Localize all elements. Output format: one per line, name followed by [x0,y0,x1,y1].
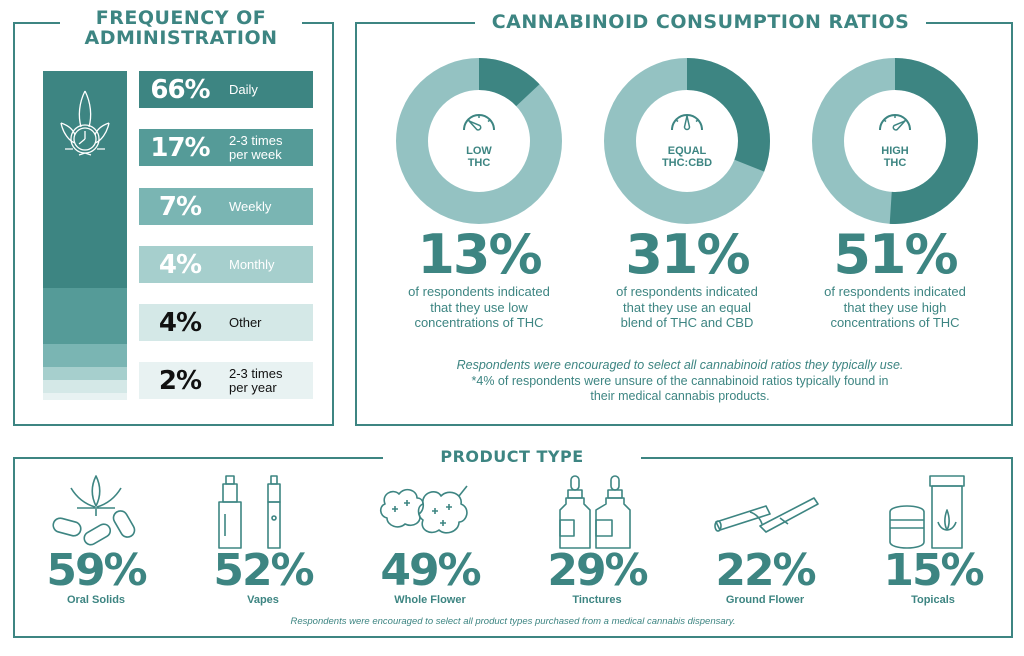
product-item: 15% Topicals [853,474,1013,606]
frequency-label: Monthly [229,256,275,272]
donut-value-arc [812,58,978,224]
product-item: 52% Vapes [183,474,343,606]
ratio-percent: 31% [625,223,750,286]
frequency-row: 66% Daily [139,71,313,108]
ratio-description: of respondents indicated that they use an… [616,284,758,330]
product-note: Respondents were encouraged to select al… [290,616,736,627]
ratio-percent: 51% [833,223,958,286]
ratios-note-line2: *4% of respondents were unsure of the ca… [471,373,889,388]
frequency-percent: 66% [150,74,210,105]
product-item: 49% Whole Flower [350,474,510,606]
product-item: 22% Ground Flower [685,474,845,606]
frequency-stacked-bar [43,71,127,400]
product-percent: 29% [547,545,648,596]
ratio-percent: 13% [417,223,542,286]
ratios-note-line3: their medical cannabis products. [590,389,770,403]
product-label: Ground Flower [725,594,805,606]
frequency-row: 17% 2-3 times per week [139,129,313,166]
product-label: Vapes [247,594,279,606]
product-item: 59% Oral Solids [16,474,176,606]
frequency-percent: 17% [150,132,210,163]
ratio-donut [396,58,562,224]
frequency-label: Daily [229,81,258,97]
frequency-title: FREQUENCY OF ADMINISTRATION [60,8,302,48]
ratio-donut [604,58,770,224]
ratio-item: LOW THC 13% of respondents indicated that … [379,58,579,331]
joint-icon [685,474,845,550]
cannabis-clock-icon [60,90,110,156]
donut-value-arc [604,58,770,224]
stack-segment-6 [43,393,127,400]
ratios-note-line1: Respondents were encouraged to select al… [456,358,904,372]
frequency-row: 2% 2-3 times per year [139,362,313,399]
frequency-row: 4% Monthly [139,246,313,283]
flower-bud-icon [350,474,510,550]
frequency-row: 4% Other [139,304,313,341]
pills-leaf-icon [16,474,176,550]
frequency-label: Weekly [229,198,272,214]
ratio-donut [812,58,978,224]
gauge-icon [671,114,703,131]
product-label: Whole Flower [394,594,466,606]
ratio-description: of respondents indicated that they use lo… [408,284,550,330]
frequency-title-line2: ADMINISTRATION [84,27,278,49]
frequency-percent: 7% [158,191,202,222]
donut-center-label: EQUAL THC:CBD [661,145,713,169]
dropper-bottle-icon [517,474,677,550]
product-percent: 22% [715,545,816,596]
product-label: Topicals [911,594,955,606]
frequency-percent: 2% [158,365,202,396]
frequency-title-line1: FREQUENCY OF [95,7,267,29]
ratios-title: CANNABINOID CONSUMPTION RATIOS [475,11,926,33]
frequency-row: 7% Weekly [139,188,313,225]
product-title: PRODUCT TYPE [383,447,641,466]
ratio-description: of respondents indicated that they use hi… [824,284,966,330]
frequency-label: 2-3 times per year [229,365,283,395]
gauge-icon [463,114,495,131]
stack-segment-5 [43,380,127,394]
vape-pen-icon [183,474,343,550]
frequency-label: 2-3 times per week [229,132,283,162]
product-item: 29% Tinctures [517,474,677,606]
product-percent: 59% [46,545,147,596]
cream-tube-icon [853,474,1013,550]
stack-segment-2 [43,288,127,345]
stack-segment-1 [43,71,127,289]
frequency-label: Other [229,314,262,330]
frequency-percent: 4% [158,307,202,338]
product-percent: 52% [213,545,314,596]
ratios-note: Respondents were encouraged to select al… [400,358,960,405]
frequency-percent: 4% [158,249,202,280]
ratio-item: HIGH THC 51% of respondents indicated that… [795,58,995,331]
donut-center-label: LOW THC [466,145,492,169]
stack-segment-3 [43,344,127,368]
product-percent: 49% [380,545,481,596]
gauge-icon [879,114,911,131]
donut-value-arc [396,58,562,224]
product-label: Oral Solids [66,594,126,606]
product-label: Tinctures [572,594,622,606]
stack-segment-4 [43,367,127,381]
ratio-item: EQUAL THC:CBD 31% of respondents indicate… [587,58,787,331]
donut-center-label: HIGH THC [881,145,909,169]
product-percent: 15% [883,545,984,596]
